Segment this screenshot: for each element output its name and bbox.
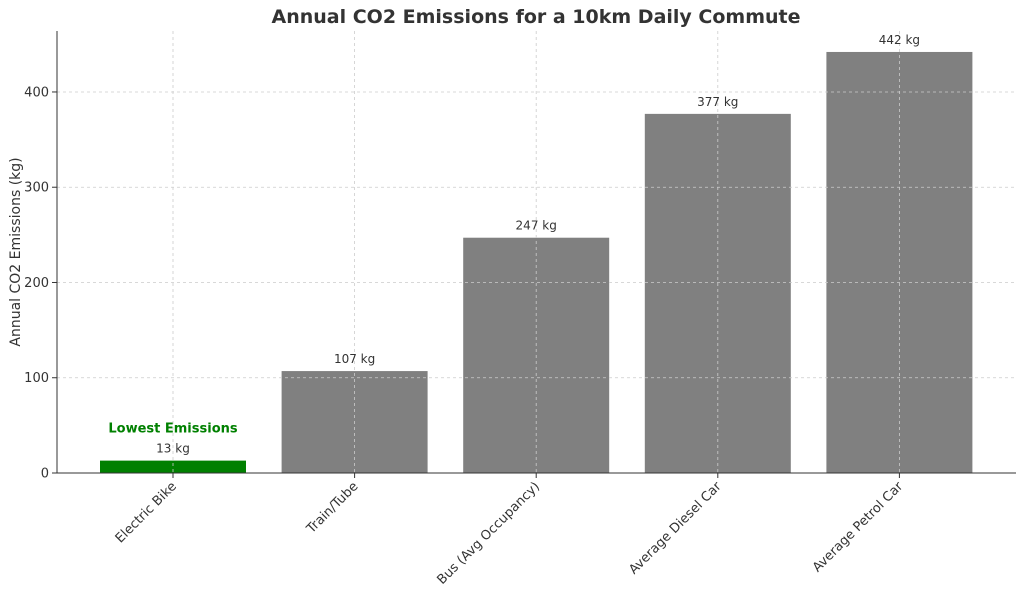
chart-title: Annual CO2 Emissions for a 10km Daily Co… <box>271 6 800 28</box>
x-tick-label-0: Electric Bike <box>113 479 180 546</box>
bar-value-label-3: 377 kg <box>697 95 738 109</box>
bars-layer <box>100 51 973 473</box>
x-tick-label-1: Train/Tube <box>303 479 361 537</box>
y-tick-label-4: 400 <box>24 85 49 100</box>
y-axis-label: Annual CO2 Emissions (kg) <box>8 157 24 346</box>
bar-value-label-2: 247 kg <box>516 219 557 233</box>
bar-value-label-1: 107 kg <box>334 352 375 366</box>
bar-0 <box>100 460 246 473</box>
bar-value-label-0: 13 kg <box>156 442 190 456</box>
y-tick-label-0: 0 <box>41 467 49 482</box>
x-tick-label-3: Average Diesel Car <box>626 479 725 578</box>
annotation-label: Lowest Emissions <box>108 422 238 437</box>
x-tick-label-2: Bus (Avg Occupancy) <box>434 479 543 588</box>
axes-layer <box>52 31 1016 478</box>
y-tick-label-1: 100 <box>24 371 49 386</box>
y-tick-label-2: 200 <box>24 276 49 291</box>
x-tick-label-4: Average Petrol Car <box>810 479 907 576</box>
grid-layer <box>57 31 1016 473</box>
bar-value-label-4: 442 kg <box>879 33 920 47</box>
bar-3 <box>644 113 791 473</box>
y-tick-label-3: 300 <box>24 181 49 196</box>
